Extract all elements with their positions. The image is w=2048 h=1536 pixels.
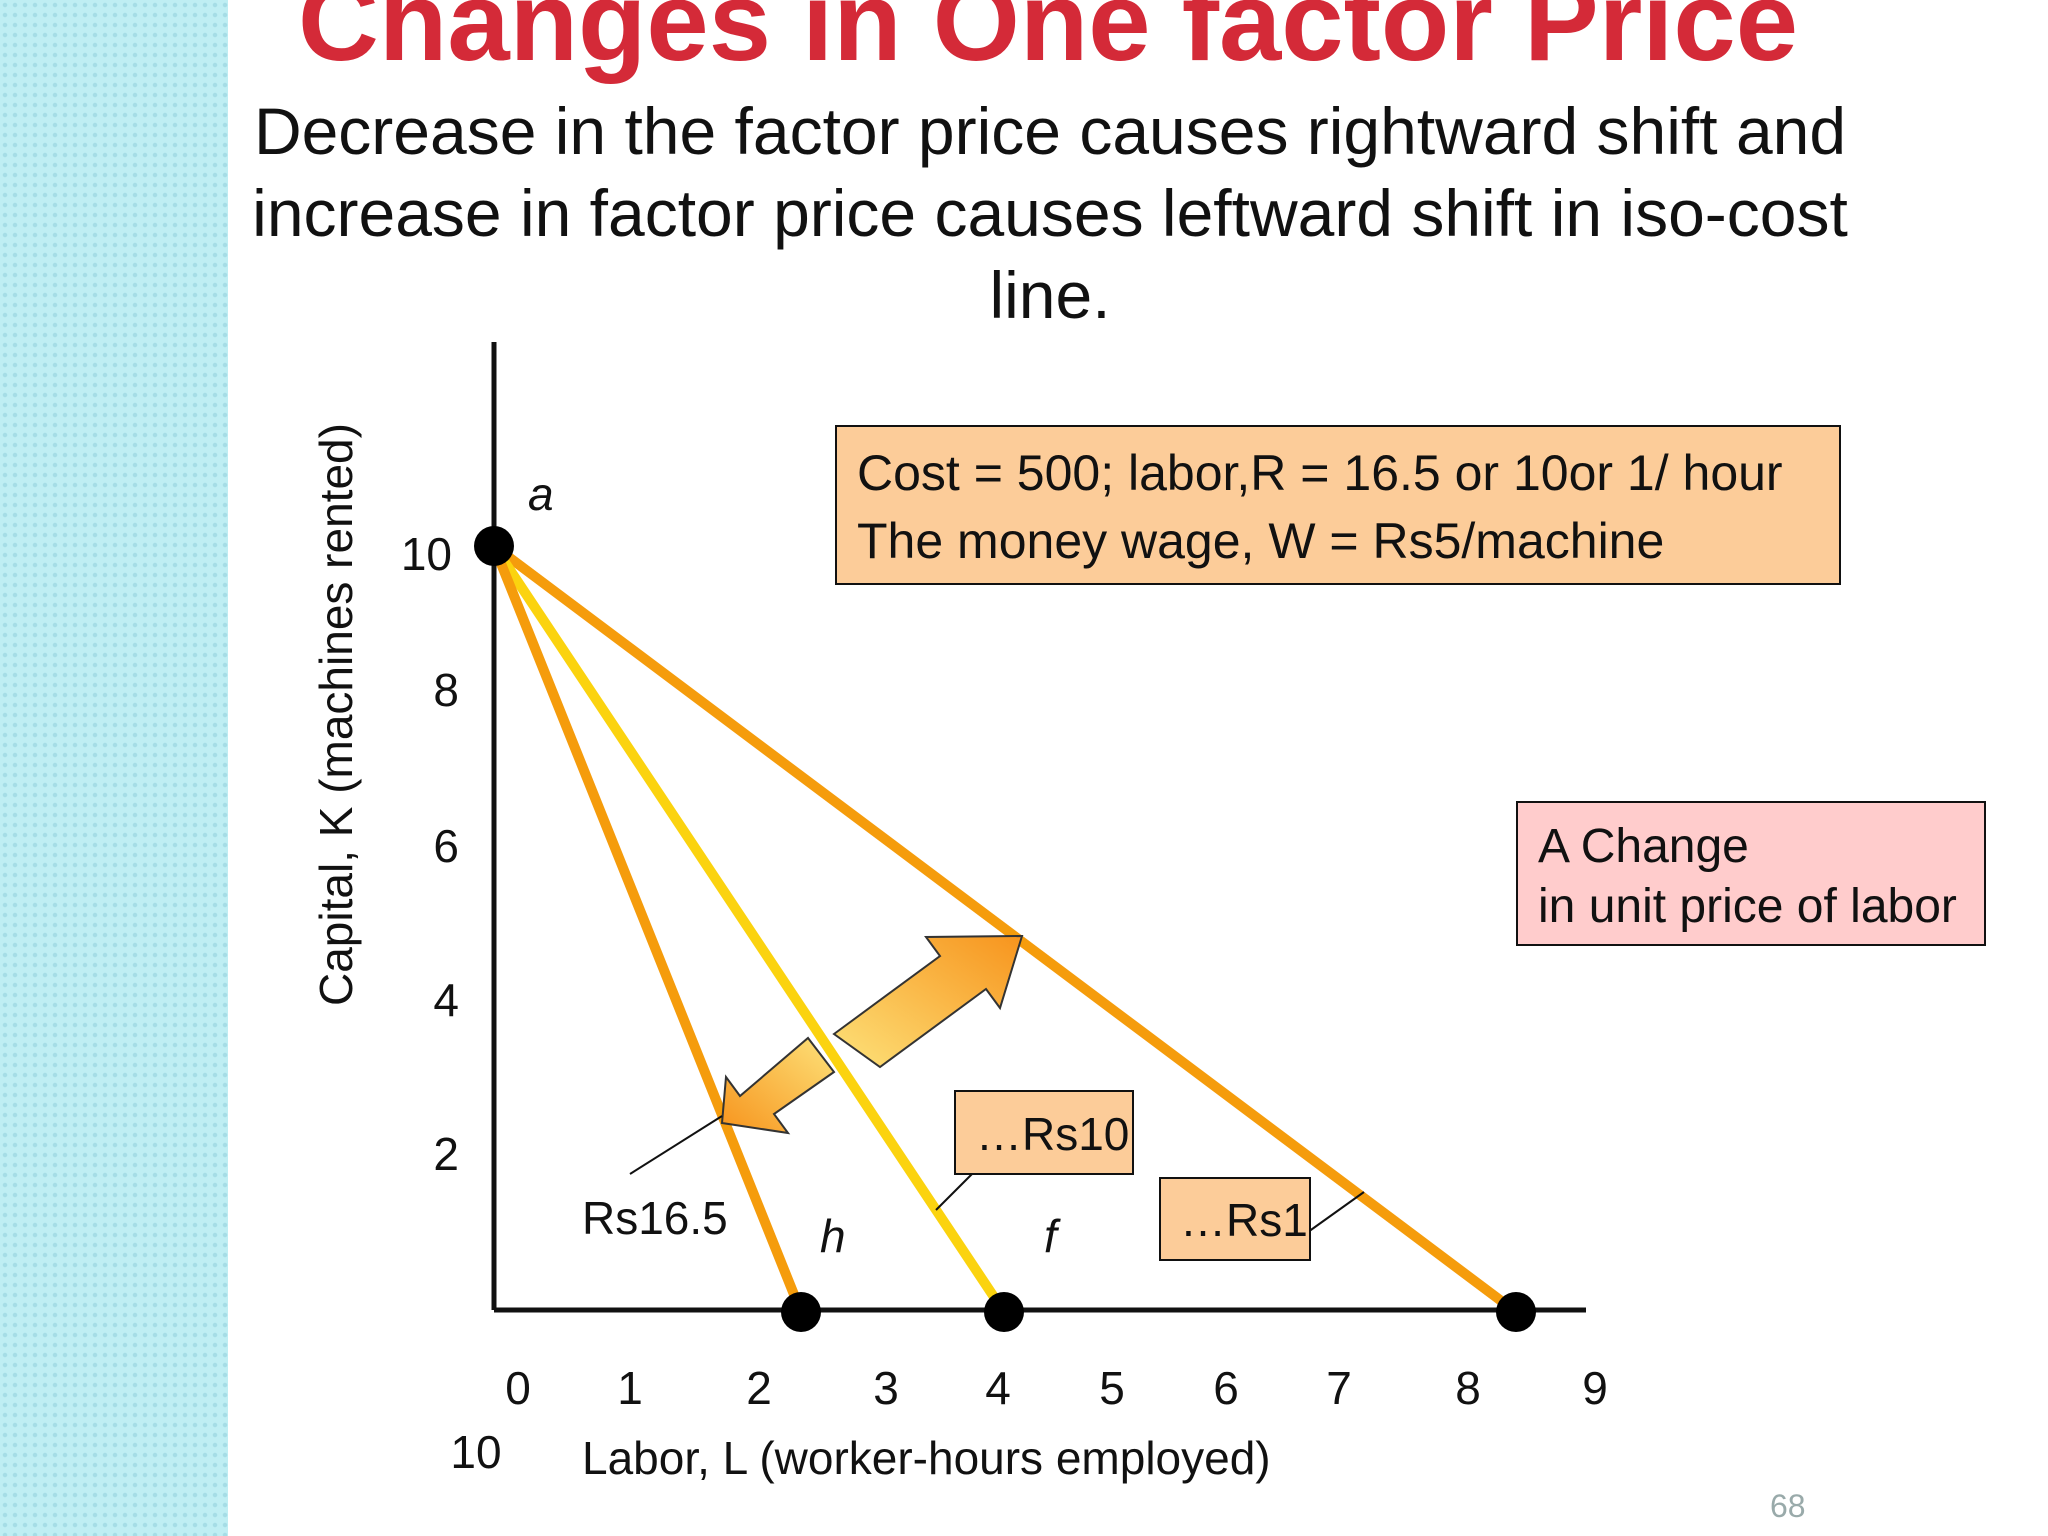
page-number: 68	[1770, 1488, 1806, 1524]
cost-info-box	[835, 425, 1841, 585]
iso-cost-line-rs1	[491, 541, 1519, 1317]
x-tick-7: 7	[1326, 1362, 1352, 1414]
leader-rs10	[935, 1173, 973, 1211]
point-h	[781, 1292, 821, 1332]
slide-subtitle: Decrease in the factor price causes righ…	[200, 90, 1900, 336]
x-tick-3: 3	[873, 1362, 899, 1414]
point-a	[474, 526, 514, 566]
leftward-shift-arrow	[720, 1036, 836, 1135]
slide-title: Changes in One factor Price	[298, 0, 1798, 84]
x-tick-8: 8	[1455, 1362, 1481, 1414]
x-tick-0: 0	[505, 1362, 531, 1414]
cost-info-line-1: Cost = 500; labor,R = 16.5 or 10or 1/ ho…	[857, 445, 1783, 501]
change-label-line-2: in unit price of labor	[1538, 880, 1957, 933]
line-label-rs1: …Rs1	[1180, 1194, 1308, 1246]
leader-rs1	[1307, 1191, 1365, 1233]
x-axis-label: Labor, L (worker-hours employed)	[582, 1432, 1271, 1484]
subtitle-line-1: Decrease in the factor price causes righ…	[253, 94, 1847, 168]
iso-cost-line-rs16-5	[489, 544, 806, 1314]
x-tick-4: 4	[985, 1362, 1011, 1414]
point-label-f: f	[1044, 1210, 1061, 1262]
subtitle-line-2: increase in factor price causes leftward…	[252, 176, 1848, 250]
y-tick-4: 4	[433, 974, 459, 1026]
y-tick-8: 8	[433, 664, 459, 716]
point-label-a: a	[528, 468, 554, 520]
x-tick-2: 2	[746, 1362, 772, 1414]
y-tick-2: 2	[433, 1128, 459, 1180]
line-label-rs16-5: Rs16.5	[582, 1192, 728, 1244]
change-label-line-1: A Change	[1538, 820, 1749, 873]
x-tick-1: 1	[617, 1362, 643, 1414]
leader-rs16-5	[629, 1115, 723, 1175]
decorative-side-strip	[0, 0, 228, 1536]
rs1-box	[1159, 1177, 1311, 1261]
cost-info-line-2: The money wage, W = Rs5/machine	[857, 513, 1664, 569]
change-label-box	[1516, 801, 1986, 946]
rightward-shift-arrow	[832, 934, 1024, 1069]
y-tick-6: 6	[433, 820, 459, 872]
x-tick-5: 5	[1099, 1362, 1125, 1414]
point-rs1-intercept	[1496, 1292, 1536, 1332]
subtitle-line-3: line.	[989, 258, 1111, 332]
rs10-box	[954, 1090, 1134, 1175]
iso-cost-line-rs10	[489, 543, 1009, 1315]
x-tick-9: 9	[1582, 1362, 1608, 1414]
x-tick-10: 10	[450, 1426, 501, 1478]
x-tick-6: 6	[1213, 1362, 1239, 1414]
point-label-h: h	[820, 1210, 846, 1262]
y-axis-label: Capital, K (machines rented)	[310, 423, 362, 1006]
line-label-rs10: …Rs10	[976, 1108, 1129, 1160]
point-f	[984, 1292, 1024, 1332]
y-tick-10: 10	[401, 528, 452, 580]
